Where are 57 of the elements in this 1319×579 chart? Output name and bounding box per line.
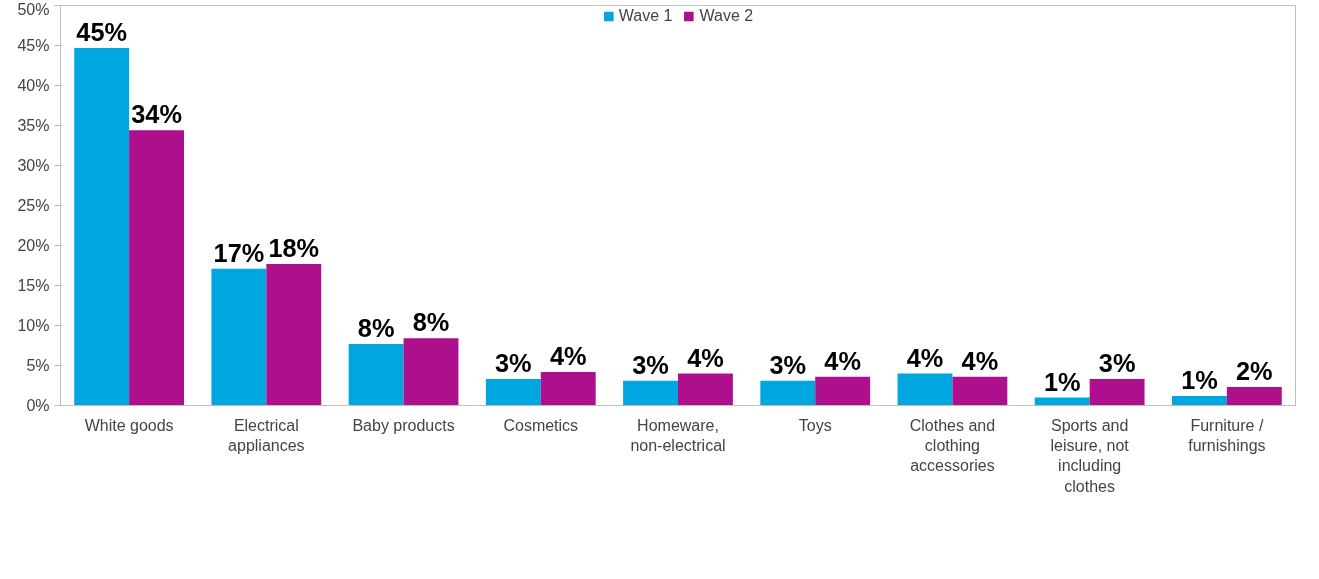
data-label: 3% [769,350,807,379]
y-tick-label: 50% [17,0,50,18]
y-tick-label: 35% [17,117,50,134]
legend-label: Wave 1 [618,7,673,25]
bar [623,380,678,406]
bar [897,373,953,406]
data-label: 45% [76,17,128,46]
data-label: 3% [632,350,669,379]
data-label: 4% [549,341,587,370]
bar [485,379,541,406]
y-tick-label: 45% [17,37,50,54]
x-tick-label: Sports and leisure, not including clothes [1050,416,1130,495]
x-tick-label: Furniture / furnishings [1188,416,1266,454]
y-tick-label: 20% [17,237,50,254]
data-label: 2% [1236,357,1273,386]
bar [129,130,184,406]
data-label: 34% [131,100,182,129]
y-tick-label: 5% [26,357,50,374]
bar [74,47,130,406]
x-tick-label: Cosmetics [503,416,579,434]
data-label: 3% [495,349,532,378]
bar [403,338,459,406]
bar [1226,387,1282,406]
data-label: 4% [906,343,944,372]
legend-label: Wave 2 [699,7,754,25]
x-tick-label: White goods [84,416,174,434]
x-tick-label: Electrical appliances [228,416,305,454]
data-label: 3% [1098,349,1136,378]
bar [815,376,871,406]
y-tick-label: 30% [17,157,50,174]
x-tick-label: Homeware, non-electrical [630,416,726,454]
bar [1172,395,1227,406]
x-tick-label: Clothes and clothing accessories [909,416,996,475]
y-tick-label: 15% [17,277,50,294]
bar [348,343,404,406]
bar [1089,379,1145,406]
data-label: 4% [687,343,724,372]
data-label: 17% [213,238,265,267]
data-label: 1% [1043,367,1081,396]
y-tick-label: 10% [17,317,50,334]
data-label: 18% [268,233,320,262]
bar [266,263,322,406]
y-tick-label: 25% [17,197,50,214]
data-label: 1% [1181,365,1218,394]
bar [760,380,816,406]
y-tick-label: 0% [26,397,50,414]
bar [211,268,267,406]
bar [952,376,1008,406]
x-tick-label: Toys [798,416,832,434]
data-label: 8% [357,313,395,342]
bar [678,373,733,406]
y-tick-label: 40% [17,77,50,94]
x-tick-label: Baby products [352,416,455,434]
data-label: 8% [412,308,450,337]
data-label: 4% [961,346,999,375]
bar [540,371,596,406]
data-label: 4% [824,346,861,375]
